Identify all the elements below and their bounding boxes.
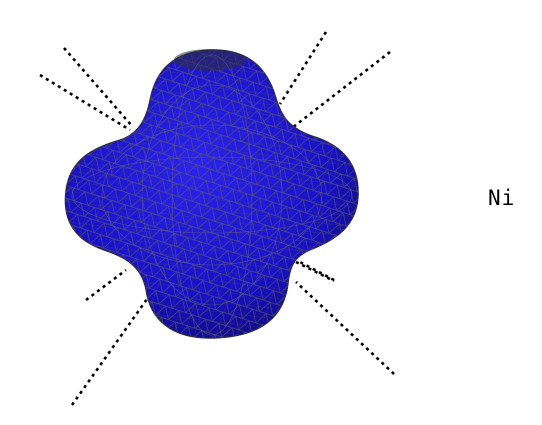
axis-line-lower-left-inner — [85, 268, 127, 302]
axis-line-lower-right-outer — [295, 281, 395, 375]
axis-lines — [39, 31, 395, 406]
axis-lines-front — [295, 260, 335, 283]
axis-line-front-right — [295, 260, 335, 283]
orbital-surface — [64, 49, 359, 339]
axis-line-lower-left-outer — [70, 291, 154, 406]
axis-line-upper-left-inner — [63, 47, 133, 127]
axis-line-upper-right-inner — [278, 31, 328, 105]
axis-line-upper-left-outer — [39, 73, 131, 132]
element-label: Ni — [488, 186, 516, 210]
